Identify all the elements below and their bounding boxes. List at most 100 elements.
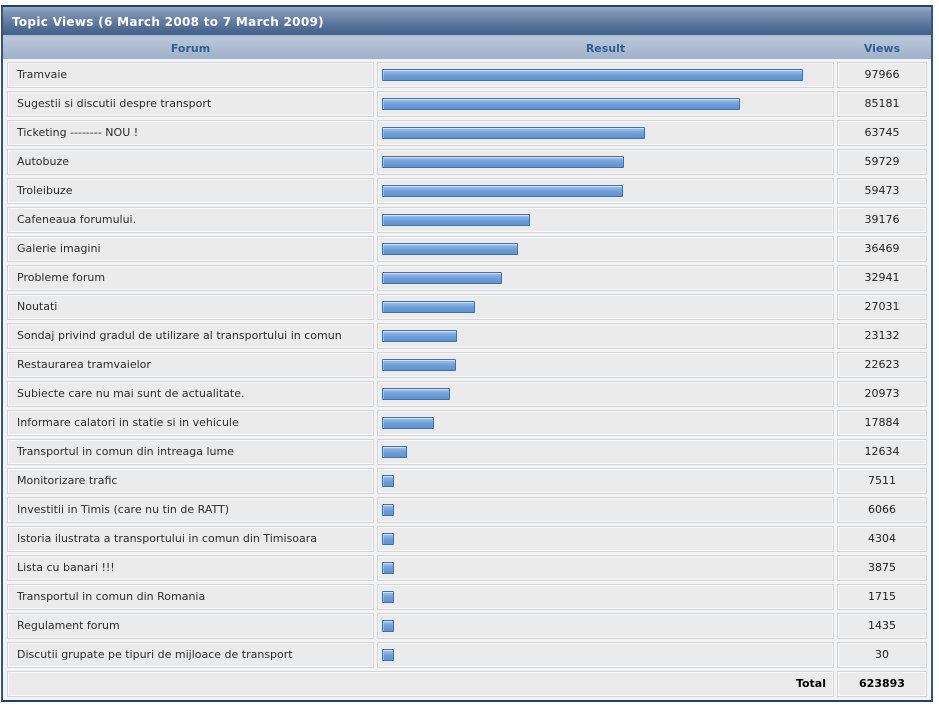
views-count-cell: 17884 bbox=[837, 410, 927, 436]
result-bar-icon bbox=[382, 620, 394, 632]
table-row: Tramvaie 97966 bbox=[7, 62, 927, 88]
forum-name-cell: Discutii grupate pe tipuri de mijloace d… bbox=[7, 642, 374, 668]
result-bar-icon bbox=[382, 98, 740, 110]
views-count-cell: 20973 bbox=[837, 381, 927, 407]
table-row: Discutii grupate pe tipuri de mijloace d… bbox=[7, 642, 927, 668]
views-count-cell: 63745 bbox=[837, 120, 927, 146]
result-bar-icon bbox=[382, 562, 394, 574]
forum-name-cell: Istoria ilustrata a transportului in com… bbox=[7, 526, 374, 552]
forum-name-cell: Informare calatori in statie si in vehic… bbox=[7, 410, 374, 436]
column-header-result: Result bbox=[585, 41, 626, 55]
table-row: Galerie imagini 36469 bbox=[7, 236, 927, 262]
views-count-cell: 97966 bbox=[837, 62, 927, 88]
result-bar-icon bbox=[382, 388, 450, 400]
result-cell bbox=[377, 526, 834, 552]
views-count-cell: 59729 bbox=[837, 149, 927, 175]
result-cell bbox=[377, 62, 834, 88]
forum-name-cell: Transportul in comun din intreaga lume bbox=[7, 439, 374, 465]
result-bar-icon bbox=[382, 69, 803, 81]
result-cell bbox=[377, 91, 834, 117]
total-value: 623893 bbox=[837, 671, 927, 697]
result-bar-icon bbox=[382, 301, 475, 313]
table-row: Informare calatori in statie si in vehic… bbox=[7, 410, 927, 436]
result-bar-icon bbox=[382, 185, 623, 197]
table-row: Lista cu banari !!! 3875 bbox=[7, 555, 927, 581]
forum-name-cell: Galerie imagini bbox=[7, 236, 374, 262]
table-row: Ticketing -------- NOU ! 63745 bbox=[7, 120, 927, 146]
result-bar-icon bbox=[382, 330, 457, 342]
result-bar-icon bbox=[382, 475, 394, 487]
table-row: Investitii in Timis (care nu tin de RATT… bbox=[7, 497, 927, 523]
total-row: Total 623893 bbox=[7, 671, 927, 697]
result-cell bbox=[377, 178, 834, 204]
table-row: Subiecte care nu mai sunt de actualitate… bbox=[7, 381, 927, 407]
views-count-cell: 1715 bbox=[837, 584, 927, 610]
forum-name-cell: Sugestii si discutii despre transport bbox=[7, 91, 374, 117]
views-count-cell: 32941 bbox=[837, 265, 927, 291]
forum-name-cell: Autobuze bbox=[7, 149, 374, 175]
result-cell bbox=[377, 584, 834, 610]
result-bar-icon bbox=[382, 214, 530, 226]
views-count-cell: 23132 bbox=[837, 323, 927, 349]
table-row: Sugestii si discutii despre transport 85… bbox=[7, 91, 927, 117]
result-cell bbox=[377, 642, 834, 668]
result-bar-icon bbox=[382, 243, 518, 255]
table-body: Tramvaie 97966 Sugestii si discutii desp… bbox=[3, 59, 931, 700]
forum-name-cell: Troleibuze bbox=[7, 178, 374, 204]
result-bar-icon bbox=[382, 272, 502, 284]
views-count-cell: 7511 bbox=[837, 468, 927, 494]
result-cell bbox=[377, 613, 834, 639]
table-row: Regulament forum 1435 bbox=[7, 613, 927, 639]
result-bar-icon bbox=[382, 649, 394, 661]
table-row: Istoria ilustrata a transportului in com… bbox=[7, 526, 927, 552]
views-count-cell: 22623 bbox=[837, 352, 927, 378]
result-bar-icon bbox=[382, 127, 645, 139]
forum-name-cell: Tramvaie bbox=[7, 62, 374, 88]
table-row: Probleme forum 32941 bbox=[7, 265, 927, 291]
views-count-cell: 36469 bbox=[837, 236, 927, 262]
column-header-views: Views bbox=[863, 41, 901, 55]
forum-name-cell: Noutati bbox=[7, 294, 374, 320]
total-label: Total bbox=[7, 671, 834, 697]
panel-title: Topic Views (6 March 2008 to 7 March 200… bbox=[3, 7, 931, 37]
column-header-row: Forum Result Views bbox=[3, 37, 931, 59]
result-cell bbox=[377, 555, 834, 581]
views-count-cell: 39176 bbox=[837, 207, 927, 233]
column-header-forum: Forum bbox=[170, 41, 211, 55]
result-cell bbox=[377, 381, 834, 407]
views-count-cell: 1435 bbox=[837, 613, 927, 639]
result-cell bbox=[377, 352, 834, 378]
table-row: Transportul in comun din intreaga lume 1… bbox=[7, 439, 927, 465]
result-cell bbox=[377, 120, 834, 146]
forum-name-cell: Probleme forum bbox=[7, 265, 374, 291]
forum-name-cell: Sondaj privind gradul de utilizare al tr… bbox=[7, 323, 374, 349]
table-row: Cafeneaua forumului. 39176 bbox=[7, 207, 927, 233]
table-row: Restaurarea tramvaielor 22623 bbox=[7, 352, 927, 378]
forum-name-cell: Lista cu banari !!! bbox=[7, 555, 374, 581]
topic-views-panel: Topic Views (6 March 2008 to 7 March 200… bbox=[1, 5, 933, 702]
views-count-cell: 59473 bbox=[837, 178, 927, 204]
forum-name-cell: Cafeneaua forumului. bbox=[7, 207, 374, 233]
result-bar-icon bbox=[382, 504, 394, 516]
table-row: Monitorizare trafic 7511 bbox=[7, 468, 927, 494]
result-cell bbox=[377, 323, 834, 349]
table-row: Transportul in comun din Romania 1715 bbox=[7, 584, 927, 610]
forum-name-cell: Investitii in Timis (care nu tin de RATT… bbox=[7, 497, 374, 523]
result-cell bbox=[377, 439, 834, 465]
result-bar-icon bbox=[382, 359, 456, 371]
forum-name-cell: Transportul in comun din Romania bbox=[7, 584, 374, 610]
result-cell bbox=[377, 294, 834, 320]
table-row: Autobuze 59729 bbox=[7, 149, 927, 175]
result-cell bbox=[377, 236, 834, 262]
forum-name-cell: Regulament forum bbox=[7, 613, 374, 639]
views-count-cell: 27031 bbox=[837, 294, 927, 320]
result-bar-icon bbox=[382, 533, 394, 545]
result-cell bbox=[377, 149, 834, 175]
views-count-cell: 12634 bbox=[837, 439, 927, 465]
forum-name-cell: Monitorizare trafic bbox=[7, 468, 374, 494]
views-count-cell: 6066 bbox=[837, 497, 927, 523]
forum-name-cell: Restaurarea tramvaielor bbox=[7, 352, 374, 378]
table-row: Noutati 27031 bbox=[7, 294, 927, 320]
forum-name-cell: Ticketing -------- NOU ! bbox=[7, 120, 374, 146]
result-cell bbox=[377, 468, 834, 494]
